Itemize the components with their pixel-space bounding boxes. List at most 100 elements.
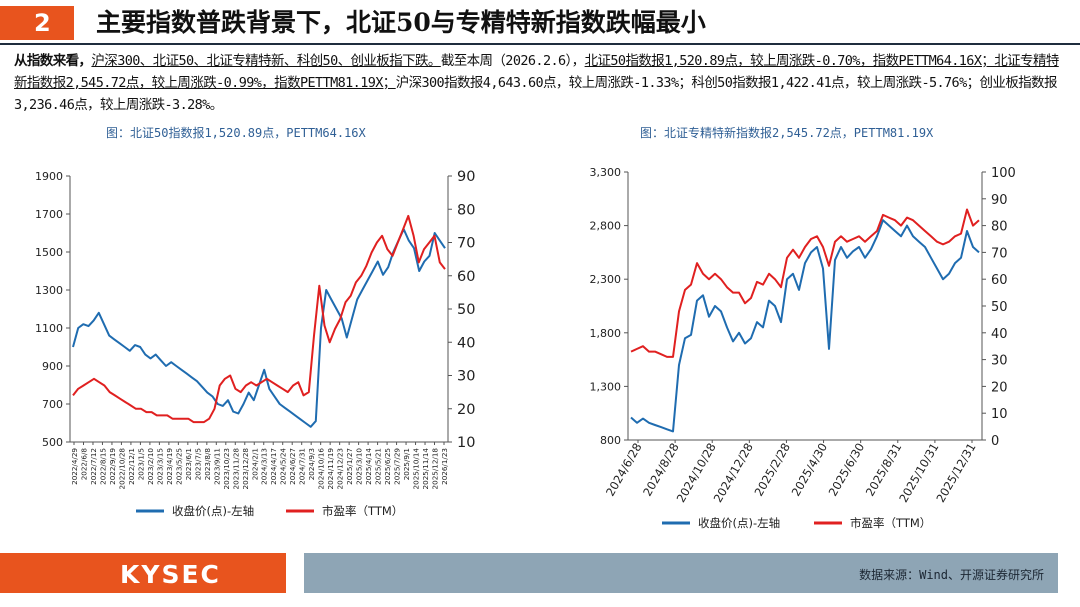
summary-part-3: 北证50指数报1,520.89点，较上周涨跌-0.70%，指数PETTM64.1… <box>14 53 1059 91</box>
section-number: 2 <box>0 6 74 40</box>
y-right-tick-label: 80 <box>457 202 475 218</box>
x-tick-label: 2024/3/13 <box>260 448 269 485</box>
y-left-tick-label: 1900 <box>35 170 63 183</box>
y-right-tick-label: 10 <box>457 435 475 451</box>
x-tick-label: 2024/5/24 <box>279 448 288 485</box>
x-tick-label: 2023/1/5 <box>136 448 145 480</box>
y-right-tick-label: 30 <box>457 369 475 385</box>
y-right-tick-label: 50 <box>457 302 475 318</box>
x-tick-label: 2025/6/30 <box>826 441 868 499</box>
x-tick-label: 2024/11/19 <box>326 448 335 490</box>
x-tick-label: 2023/6/1 <box>184 448 193 480</box>
y-right-tick-label: 100 <box>991 166 1016 181</box>
y-right-tick-label: 20 <box>457 402 475 418</box>
title-rule <box>0 43 1080 45</box>
x-tick-label: 2025/8/31 <box>863 441 905 499</box>
y-left-tick-label: 1,800 <box>590 327 622 340</box>
legend-label: 市盈率（TTM） <box>322 504 403 518</box>
y-right-tick-label: 30 <box>991 354 1008 369</box>
x-tick-label: 2025/10/14 <box>412 448 421 490</box>
x-tick-label: 2024/12/23 <box>336 448 345 489</box>
x-tick-label: 2023/5/25 <box>174 448 183 485</box>
y-left-tick-label: 1300 <box>35 284 63 297</box>
x-tick-label: 2025/5/21 <box>374 448 383 485</box>
footer-logo: KYSEC <box>120 560 221 589</box>
y-right-tick-label: 0 <box>991 434 999 449</box>
y-left-tick-label: 2,300 <box>590 273 622 286</box>
y-right-tick-label: 90 <box>457 169 475 185</box>
header-bar: 2 主要指数普跌背景下，北证50与专精特新指数跌幅最小 <box>0 0 1080 45</box>
y-right-tick-label: 40 <box>991 327 1008 342</box>
x-tick-label: 2025/1/27 <box>345 448 354 485</box>
summary-lead: 从指数来看， <box>14 53 92 69</box>
pe-ttm-line <box>630 208 980 358</box>
x-tick-label: 2022/8/15 <box>98 448 107 485</box>
x-tick-label: 2025/11/14 <box>421 448 430 490</box>
y-left-tick-label: 1500 <box>35 246 63 259</box>
y-left-tick-label: 700 <box>42 398 63 411</box>
x-tick-label: 2025/12/31 <box>933 441 978 505</box>
x-tick-label: 2024/9/3 <box>307 448 316 480</box>
summary-part-1: 沪深300、北证50、北证专精特新、科创50、创业板指下跌。 <box>91 53 441 69</box>
x-tick-label: 2023/11/28 <box>231 448 240 490</box>
x-tick-label: 2023/9/11 <box>212 448 221 485</box>
chart-1-title: 图：北证50指数报1,520.89点，PETTM64.16X <box>106 126 366 140</box>
chart-2-title: 图：北证专精特新指数报2,545.72点，PETTM81.19X <box>640 126 934 140</box>
y-left-tick-label: 1,300 <box>590 380 622 393</box>
legend-label: 收盘价(点)-左轴 <box>172 504 254 518</box>
chart-1: 500 700 900 1100 1300 1500 1700 1900 10 20 30 40 50 6… <box>35 169 475 518</box>
x-tick-label: 2025/3/10 <box>355 448 364 485</box>
x-tick-label: 2023/8/8 <box>203 448 212 481</box>
y-right-tick-label: 10 <box>991 407 1008 422</box>
x-tick-label: 2022/4/29 <box>70 448 79 485</box>
page-title: 主要指数普跌背景下，北证50与专精特新指数跌幅最小 <box>96 8 706 37</box>
x-tick-label: 2024/8/28 <box>640 441 682 499</box>
x-tick-label: 2022/9/19 <box>108 448 117 485</box>
x-tick-label: 2024/10/16 <box>317 448 326 490</box>
x-tick-label: 2025/4/14 <box>364 448 373 485</box>
y-right-tick-label: 70 <box>457 236 475 252</box>
x-tick-label: 2022/6/8 <box>79 448 88 481</box>
y-right-tick-label: 60 <box>991 273 1008 288</box>
pe-ttm-line <box>72 214 446 424</box>
legend-label: 收盘价(点)-左轴 <box>698 516 780 530</box>
x-tick-label: 2025/6/25 <box>383 448 392 485</box>
x-tick-label: 2025/12/18 <box>431 448 440 490</box>
x-tick-label: 2025/4/30 <box>789 441 831 499</box>
y-right-tick-label: 50 <box>991 300 1008 315</box>
x-tick-label: 2025/2/28 <box>751 441 793 499</box>
x-tick-label: 2022/10/28 <box>117 448 126 490</box>
x-tick-label: 2025/9/1 <box>402 448 411 480</box>
x-tick-label: 2026/1/23 <box>440 448 449 485</box>
y-left-tick-label: 2,800 <box>590 220 622 233</box>
close-price-line <box>630 219 980 433</box>
data-source: 数据来源：Wind、开源证券研究所 <box>859 568 1044 582</box>
close-price-line <box>72 228 446 428</box>
x-tick-label: 2023/2/10 <box>146 448 155 485</box>
x-tick-label: 2024/6/28 <box>603 441 645 499</box>
chart-2: 800 1,300 1,800 2,300 2,800 3,300 0 10 20 30 40 50 6… <box>590 166 1016 530</box>
x-tick-label: 2024/7/31 <box>298 448 307 485</box>
x-tick-label: 2022/7/12 <box>89 448 98 485</box>
x-tick-label: 2024/12/28 <box>711 441 756 505</box>
x-tick-label: 2025/7/29 <box>393 448 402 485</box>
x-tick-label: 2024/6/27 <box>288 448 297 485</box>
x-tick-label: 2022/12/1 <box>127 448 136 485</box>
y-left-tick-label: 500 <box>42 436 63 449</box>
y-left-tick-label: 800 <box>600 434 621 447</box>
y-right-tick-label: 70 <box>991 246 1008 261</box>
summary-paragraph: 从指数来看，沪深300、北证50、北证专精特新、科创50、创业板指下跌。截至本周… <box>14 50 1070 116</box>
x-tick-label: 2023/12/28 <box>241 448 250 490</box>
summary-part-4: 沪深300指数报4,643.60点，较上周涨跌-1.33%；科创50指数报1,4… <box>14 75 1058 113</box>
x-tick-label: 2024/4/17 <box>269 448 278 485</box>
footer-brand-bar <box>0 553 286 593</box>
x-tick-label: 2023/4/19 <box>165 448 174 485</box>
y-right-tick-label: 60 <box>457 269 475 285</box>
y-left-tick-label: 1100 <box>35 322 63 335</box>
y-right-tick-label: 40 <box>457 335 475 351</box>
legend-label: 市盈率（TTM） <box>850 516 931 530</box>
y-right-tick-label: 20 <box>991 380 1008 395</box>
summary-part-2: 截至本周（2026.2.6）， <box>440 53 585 69</box>
footer-source-bar <box>304 553 1058 593</box>
y-right-tick-label: 90 <box>991 193 1008 208</box>
